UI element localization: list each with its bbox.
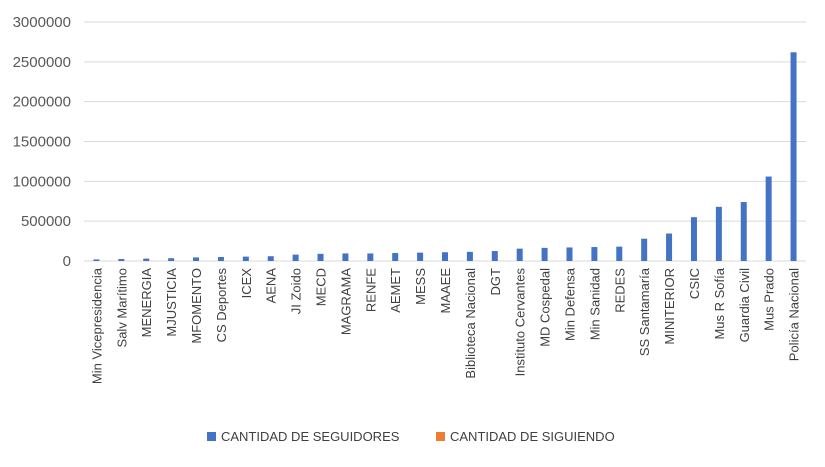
bar-seguidores [317, 253, 324, 261]
bar-seguidores [491, 251, 498, 261]
bar-seguidores [342, 253, 349, 261]
bar-seguidores [516, 248, 523, 261]
x-tick-label: Min Defensa [562, 267, 577, 341]
bar-seguidores [118, 259, 125, 261]
bar-seguidores [242, 256, 249, 261]
legend-label-siguiendo: CANTIDAD DE SIGUIENDO [450, 429, 615, 444]
x-tick-label: Min Vicepresidencia [89, 267, 104, 384]
y-tick-label: 3000000 [13, 14, 71, 31]
legend: CANTIDAD DE SEGUIDORES CANTIDAD DE SIGUI… [207, 429, 615, 444]
x-tick-label: RENFE [363, 268, 378, 312]
x-tick-label: Guardia Civil [737, 268, 752, 343]
bar-seguidores [93, 259, 100, 261]
x-tick-label: Biblioteca Nacional [463, 268, 478, 379]
x-tick-label: MINITERIOR [662, 268, 677, 345]
x-tick-label: DGT [488, 268, 503, 296]
bar-seguidores [193, 257, 200, 261]
bars [93, 52, 797, 262]
x-tick-label: REDES [612, 268, 627, 313]
bar-seguidores [740, 202, 747, 261]
x-tick-label: Policía Nacional [787, 268, 802, 361]
bar-seguidores [168, 258, 175, 261]
y-tick-label: 2000000 [13, 94, 71, 111]
bar-seguidores [566, 247, 573, 261]
y-tick-label: 1500000 [13, 134, 71, 151]
bar-seguidores [367, 253, 374, 261]
y-tick-label: 500000 [21, 213, 71, 230]
x-tick-label: CSIC [687, 268, 702, 299]
x-tick-label: MAAEE [438, 268, 453, 314]
x-tick-label: AEMET [388, 268, 403, 313]
x-tick-label: Salv Marítimo [114, 268, 129, 347]
x-tick-label: SS Santamaría [637, 267, 652, 356]
bar-seguidores [217, 257, 224, 261]
bar-seguidores [591, 247, 598, 261]
x-tick-label: AENA [264, 268, 279, 304]
bar-seguidores [666, 233, 673, 261]
bar-seguidores [267, 256, 274, 261]
bar-seguidores [715, 206, 722, 261]
x-tick-label: Mus Prado [762, 268, 777, 331]
y-tick-label: 1000000 [13, 173, 71, 190]
bar-seguidores [790, 52, 797, 262]
bar-seguidores [417, 252, 424, 261]
x-tick-label: MFOMENTO [189, 268, 204, 344]
bar-seguidores [690, 217, 697, 261]
bar-seguidores [616, 246, 623, 261]
y-tick-label: 2500000 [13, 54, 71, 71]
legend-swatch-siguiendo [436, 432, 445, 441]
bar-seguidores [442, 252, 448, 261]
bar-seguidores [292, 254, 299, 261]
x-tick-label: MENERGIA [139, 268, 154, 338]
bar-seguidores [466, 251, 473, 261]
gridlines [84, 21, 806, 262]
x-tick-label: MAGRAMA [338, 268, 353, 336]
x-tick-label: MJUSTICIA [164, 268, 179, 337]
x-tick-label: MECD [314, 268, 329, 306]
bar-seguidores [143, 258, 150, 261]
x-tick-label: Instituto Cervantes [513, 268, 528, 377]
legend-label-seguidores: CANTIDAD DE SEGUIDORES [221, 429, 400, 444]
x-tick-label: MESS [413, 268, 428, 305]
legend-swatch-seguidores [207, 432, 216, 441]
y-tick-label: 0 [63, 253, 71, 270]
x-tick-label: Min Sanidad [587, 268, 602, 340]
x-tick-label: CS Deportes [214, 268, 229, 343]
x-axis-ticks: Min Vicepresidencia Salv Marítimo MENERGIA… [89, 267, 801, 384]
y-axis-ticks: 0 500000 1000000 1500000 2000000 2500000 30000… [13, 14, 71, 270]
bar-seguidores [541, 247, 548, 261]
x-tick-label: Mus R Sofía [712, 267, 727, 339]
x-tick-label: JI Zoido [289, 268, 304, 314]
x-tick-label: MD Cospedal [538, 268, 553, 347]
bar-seguidores [765, 176, 772, 261]
bar-seguidores [641, 238, 648, 261]
bar-seguidores [392, 253, 399, 261]
x-tick-label: ICEX [239, 268, 254, 299]
